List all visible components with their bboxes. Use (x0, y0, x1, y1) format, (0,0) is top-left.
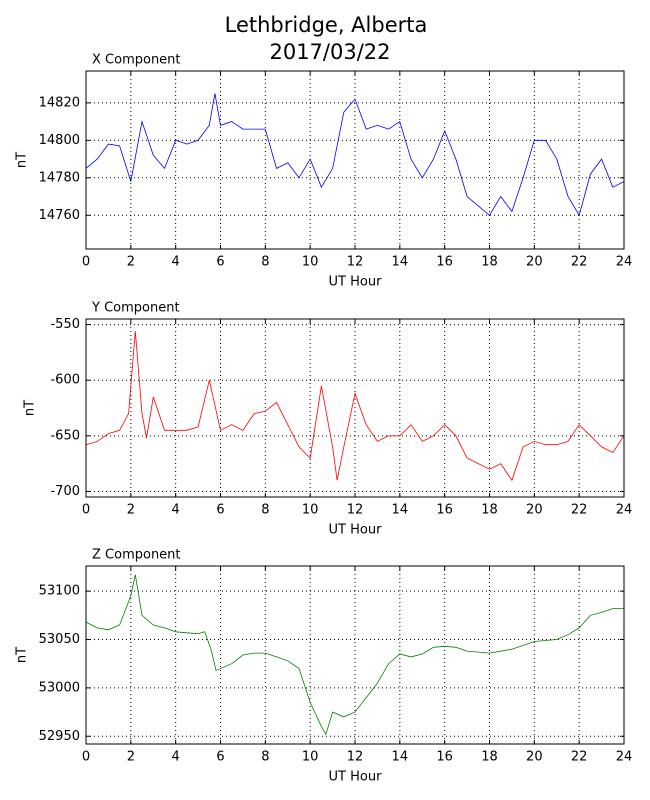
figure-subtitle: 2017/03/22 (269, 40, 390, 64)
x-tick-label: 20 (526, 255, 543, 270)
x-tick-label: 14 (392, 750, 409, 765)
axes-title: Y Component (91, 301, 180, 316)
y-tick-label: 14800 (39, 133, 80, 148)
x-tick-label: 10 (302, 503, 319, 518)
x-tick-label: 20 (526, 503, 543, 518)
x-tick-label: 4 (172, 750, 180, 765)
x-tick-label: 2 (127, 503, 135, 518)
y-tick-label: -550 (50, 317, 80, 332)
x-tick-label: 6 (216, 255, 224, 270)
x-tick-label: 24 (616, 255, 633, 270)
x-tick-label: 12 (347, 750, 364, 765)
x-tick-label: 22 (571, 503, 588, 518)
y-tick-label: 52950 (39, 729, 80, 744)
y-tick-label: 53100 (39, 584, 80, 599)
x-tick-label: 16 (436, 503, 453, 518)
axes-title: Z Component (92, 548, 181, 563)
y-axis-label: nT (15, 647, 30, 663)
y-tick-label: 53050 (39, 632, 80, 647)
y-tick-label: 14760 (39, 208, 80, 223)
x-tick-label: 22 (571, 255, 588, 270)
x-axis-label: UT Hour (329, 770, 383, 785)
y-tick-label: 14780 (39, 170, 80, 185)
x-tick-label: 6 (216, 750, 224, 765)
x-tick-label: 10 (302, 750, 319, 765)
x-tick-label: 12 (347, 255, 364, 270)
x-tick-label: 8 (261, 503, 269, 518)
x-tick-label: 0 (82, 750, 90, 765)
x-axis-label: UT Hour (329, 523, 383, 538)
figure-title: Lethbridge, Alberta (225, 13, 428, 37)
x-tick-label: 0 (82, 255, 90, 270)
y-axis-label: nT (23, 400, 38, 416)
x-tick-label: 2 (127, 750, 135, 765)
y-tick-label: -600 (50, 373, 80, 388)
data-line (85, 574, 624, 736)
data-line (85, 331, 625, 482)
axes-frame (85, 318, 625, 498)
x-tick-label: 16 (436, 750, 453, 765)
x-tick-label: 2 (127, 255, 135, 270)
x-tick-label: 0 (82, 503, 90, 518)
x-tick-label: 18 (481, 255, 498, 270)
x-tick-label: 10 (302, 255, 319, 270)
x-tick-label: 12 (347, 503, 364, 518)
x-tick-label: 4 (172, 255, 180, 270)
x-tick-label: 14 (392, 255, 409, 270)
x-tick-label: 4 (172, 503, 180, 518)
x-tick-label: 18 (481, 503, 498, 518)
axes-title: X Component (92, 53, 181, 68)
axes-frame (85, 70, 625, 250)
y-tick-label: -650 (50, 428, 80, 443)
y-tick-label: -700 (50, 484, 80, 499)
x-tick-label: 14 (392, 503, 409, 518)
x-tick-label: 18 (481, 750, 498, 765)
y-tick-label: 14820 (39, 95, 80, 110)
x-tick-label: 6 (216, 503, 224, 518)
x-tick-label: 20 (526, 750, 543, 765)
x-tick-label: 16 (436, 255, 453, 270)
x-tick-label: 22 (571, 750, 588, 765)
x-tick-label: 24 (616, 750, 633, 765)
x-tick-label: 24 (616, 503, 633, 518)
x-tick-label: 8 (261, 255, 269, 270)
axes-frame (85, 565, 625, 745)
y-axis-label: nT (15, 152, 30, 168)
x-tick-label: 8 (261, 750, 269, 765)
x-axis-label: UT Hour (329, 275, 383, 290)
data-line (85, 93, 625, 217)
y-tick-label: 53000 (39, 680, 80, 695)
